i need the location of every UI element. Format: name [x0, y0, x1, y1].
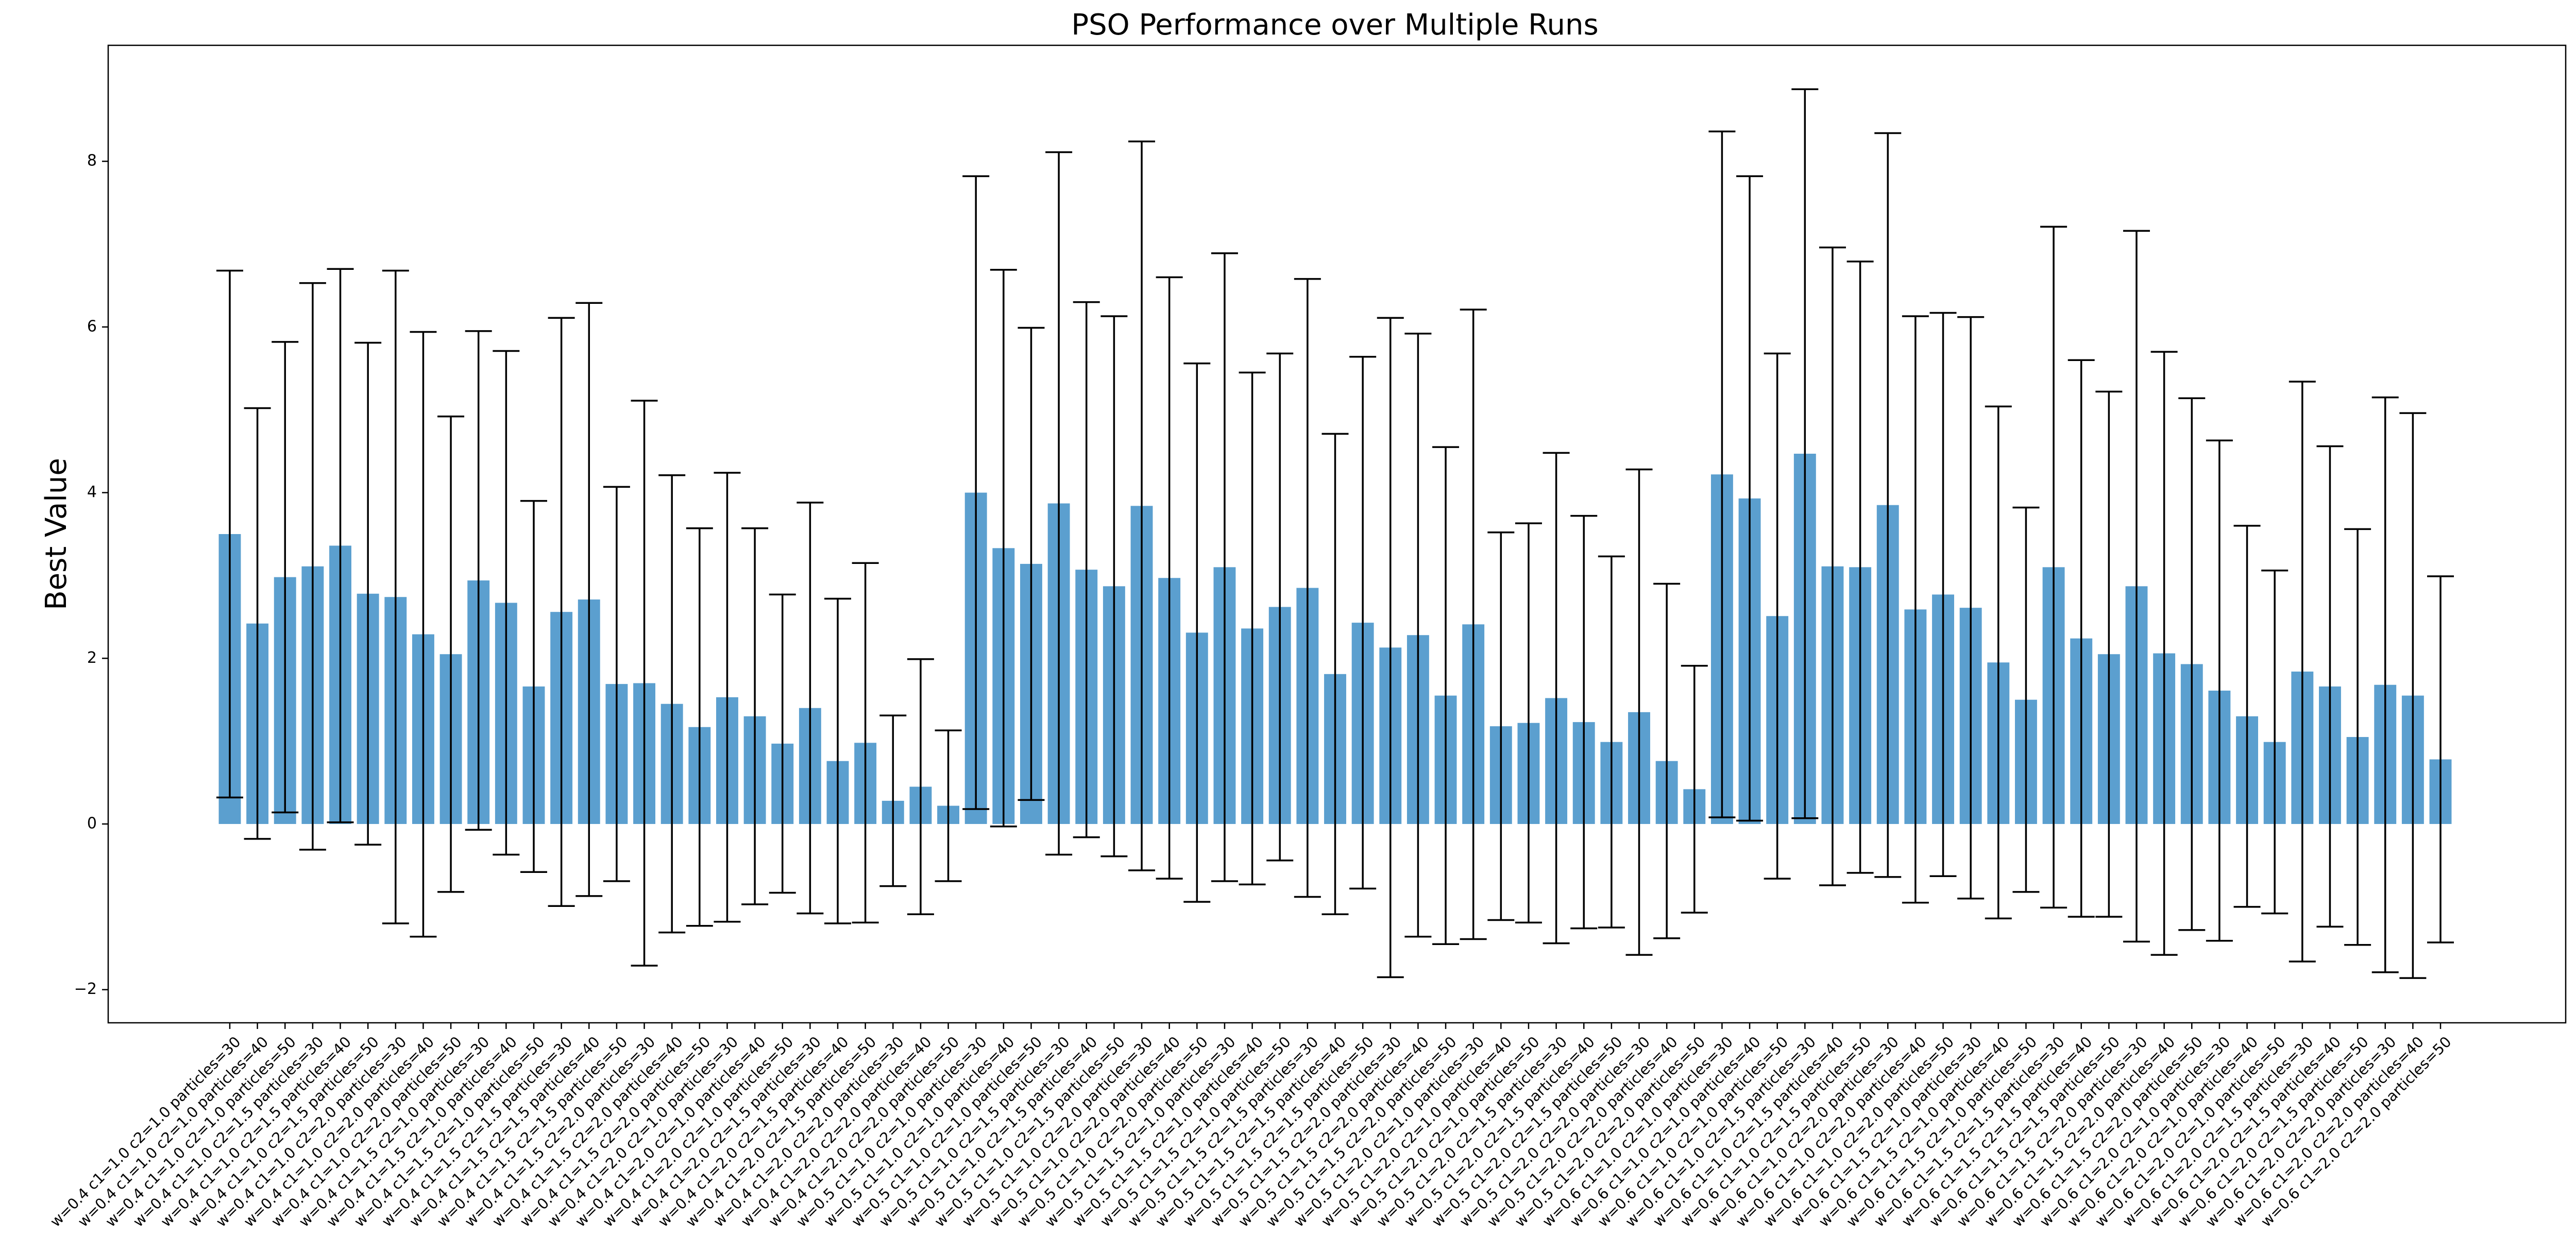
- error-bar-52: [1653, 582, 1681, 939]
- error-bar-23: [852, 562, 879, 924]
- y-tick-label-0: −2: [74, 980, 97, 998]
- error-bar-79: [2399, 412, 2427, 979]
- error-bar-51: [1625, 468, 1653, 956]
- error-bar-75: [2289, 381, 2316, 963]
- error-bar-78: [2371, 396, 2399, 973]
- error-bar-48: [1543, 452, 1570, 945]
- error-bar-67: [2067, 359, 2095, 918]
- error-bar-4: [327, 268, 354, 823]
- error-bar-45: [1460, 308, 1487, 940]
- y-tick-label-4: 6: [87, 317, 97, 335]
- error-bar-73: [2233, 525, 2261, 908]
- error-bar-41: [1349, 356, 1377, 890]
- error-bar-24: [879, 714, 907, 887]
- error-bar-77: [2344, 528, 2371, 946]
- error-bar-27: [962, 175, 990, 810]
- error-bar-74: [2261, 570, 2289, 915]
- error-bar-62: [1929, 312, 1957, 878]
- error-bar-64: [1985, 405, 2012, 920]
- error-bar-61: [1902, 315, 1929, 904]
- error-bar-43: [1404, 332, 1432, 938]
- error-bar-22: [824, 597, 852, 924]
- error-bar-21: [796, 502, 824, 915]
- error-bar-2: [272, 341, 299, 814]
- error-bar-38: [1266, 352, 1294, 862]
- error-bar-14: [603, 486, 630, 882]
- error-bar-16: [658, 474, 686, 934]
- error-bar-50: [1598, 555, 1625, 929]
- error-bar-37: [1239, 371, 1266, 886]
- error-bar-66: [2040, 226, 2067, 909]
- error-bar-46: [1487, 531, 1515, 921]
- error-bar-60: [1874, 132, 1902, 878]
- error-bar-11: [520, 500, 548, 873]
- error-bar-25: [907, 658, 934, 916]
- plot-frame: [107, 44, 2567, 1024]
- error-bar-57: [1791, 88, 1819, 819]
- error-bar-33: [1128, 140, 1156, 871]
- error-bar-31: [1073, 301, 1100, 838]
- error-bar-71: [2178, 397, 2206, 931]
- error-bar-54: [1708, 130, 1736, 818]
- error-bars-layer: [216, 88, 2454, 979]
- error-bar-29: [1018, 327, 1045, 801]
- error-bar-80: [2427, 575, 2454, 943]
- error-bar-0: [216, 269, 243, 799]
- error-bar-18: [714, 472, 741, 923]
- error-bar-42: [1377, 317, 1404, 978]
- error-bar-58: [1819, 246, 1846, 886]
- error-bar-19: [741, 527, 769, 905]
- error-bar-28: [990, 269, 1017, 828]
- error-bar-9: [465, 330, 492, 831]
- error-bar-12: [548, 317, 575, 907]
- error-bar-40: [1321, 433, 1349, 916]
- error-bar-34: [1156, 276, 1183, 880]
- error-bar-15: [631, 400, 658, 967]
- error-bar-6: [382, 269, 409, 924]
- error-bar-68: [2095, 390, 2123, 918]
- error-bar-5: [354, 341, 382, 846]
- error-bar-13: [575, 302, 603, 897]
- error-bar-76: [2316, 445, 2344, 928]
- error-bar-53: [1681, 664, 1708, 914]
- error-bar-30: [1045, 151, 1073, 856]
- y-tick-label-5: 8: [87, 152, 97, 170]
- x-axis: w=0.4 c1=1.0 c2=1.0 particles=30w=0.4 c1…: [47, 1023, 2455, 1230]
- error-bar-72: [2206, 439, 2233, 942]
- error-bar-7: [410, 331, 437, 938]
- error-bar-69: [2123, 230, 2150, 943]
- error-bar-49: [1570, 514, 1598, 930]
- error-bar-47: [1515, 522, 1542, 924]
- error-bar-1: [244, 407, 271, 840]
- y-axis-label: Best Value: [40, 458, 73, 610]
- y-tick-label-2: 2: [87, 649, 97, 667]
- error-bar-8: [437, 415, 465, 893]
- error-bar-70: [2150, 351, 2178, 956]
- error-bar-55: [1736, 175, 1764, 822]
- error-bar-39: [1294, 278, 1321, 898]
- error-bar-63: [1957, 316, 1985, 900]
- chart-title: PSO Performance over Multiple Runs: [1071, 8, 1598, 42]
- error-bar-3: [299, 282, 326, 851]
- error-bar-26: [935, 729, 962, 882]
- error-bar-59: [1846, 261, 1874, 874]
- error-bar-10: [493, 350, 520, 856]
- error-bar-35: [1183, 362, 1211, 903]
- error-bar-32: [1100, 315, 1128, 857]
- error-bar-20: [769, 593, 796, 894]
- y-tick-label-1: 0: [87, 814, 97, 832]
- error-bar-44: [1432, 446, 1460, 945]
- y-axis: −2 0 2 4 6 8: [74, 152, 108, 998]
- error-bar-36: [1211, 252, 1238, 882]
- error-bar-65: [2012, 506, 2040, 893]
- error-bar-56: [1764, 352, 1791, 880]
- y-tick-label-3: 4: [87, 483, 97, 501]
- error-bar-17: [686, 527, 713, 927]
